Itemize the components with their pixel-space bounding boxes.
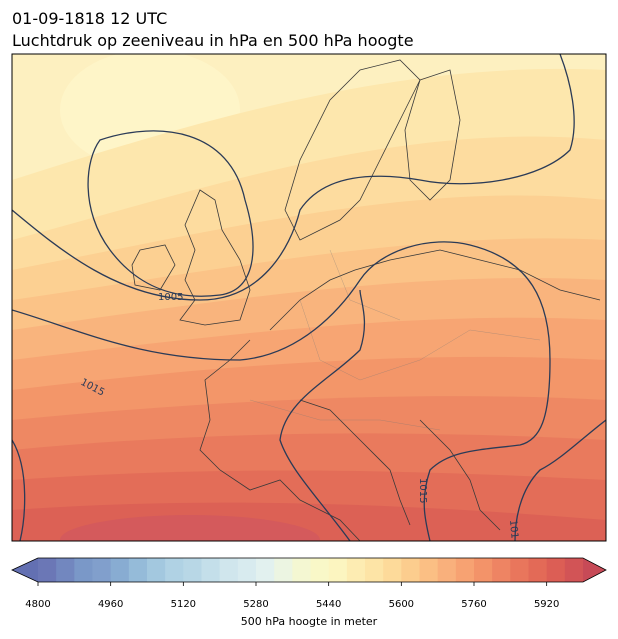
colorbar-box <box>437 558 457 582</box>
colorbar-box <box>528 558 548 582</box>
colorbar-tick-label: 4960 <box>98 599 123 610</box>
colorbar-box <box>274 558 293 582</box>
colorbar-tick-label: 5760 <box>461 599 486 610</box>
colorbar-box <box>510 558 529 582</box>
map: 1005 1015 1015 101 <box>12 54 606 541</box>
title-line-2: Luchtdruk op zeeniveau in hPa en 500 hPa… <box>12 31 414 50</box>
colorbar-tick-label: 4800 <box>25 599 50 610</box>
colorbar-box <box>237 558 257 582</box>
colorbar-tick-label: 5120 <box>171 599 196 610</box>
colorbar-tick-label: 5280 <box>243 599 268 610</box>
colorbar-tick-label: 5440 <box>316 599 341 610</box>
colorbar-label: 500 hPa hoogte in meter <box>241 615 378 628</box>
colorbar-box <box>183 558 202 582</box>
colorbar-box <box>474 558 493 582</box>
colorbar-box <box>292 558 311 582</box>
colorbar-box <box>219 558 239 582</box>
colorbar-box <box>328 558 348 582</box>
contour-label: 1005 <box>158 292 183 303</box>
colorbar-box <box>401 558 420 582</box>
colorbar-box <box>546 558 566 582</box>
colorbar-box <box>346 558 366 582</box>
colorbar-outline <box>11 557 607 583</box>
colorbar-under <box>12 558 38 582</box>
colorbar-tick-label: 5920 <box>534 599 559 610</box>
colorbar-box <box>74 558 93 582</box>
colorbar-box <box>564 558 584 582</box>
colorbar-box <box>383 558 402 582</box>
contour-label: 1015 <box>417 478 428 503</box>
colorbar-box <box>492 558 511 582</box>
colorbar-box <box>147 558 166 582</box>
contour-label: 101 <box>507 519 520 539</box>
colorbar-box <box>92 558 112 582</box>
colorbar: 4800 4960 5120 5280 5440 5600 5760 5920 <box>11 557 607 610</box>
colorbar-box <box>110 558 130 582</box>
title-line-1: 01-09-1818 12 UTC <box>12 9 167 28</box>
map-frame <box>11 53 607 542</box>
colorbar-over <box>583 558 606 582</box>
colorbar-box <box>365 558 384 582</box>
colorbar-box <box>419 558 439 582</box>
colorbar-box <box>56 558 75 582</box>
colorbar-box <box>256 558 275 582</box>
colorbar-box <box>165 558 184 582</box>
colorbar-tick-label: 5600 <box>389 599 414 610</box>
colorbar-box <box>201 558 221 582</box>
colorbar-box <box>38 558 57 582</box>
colorbar-box <box>455 558 475 582</box>
colorbar-box <box>310 558 330 582</box>
colorbar-box <box>128 558 148 582</box>
